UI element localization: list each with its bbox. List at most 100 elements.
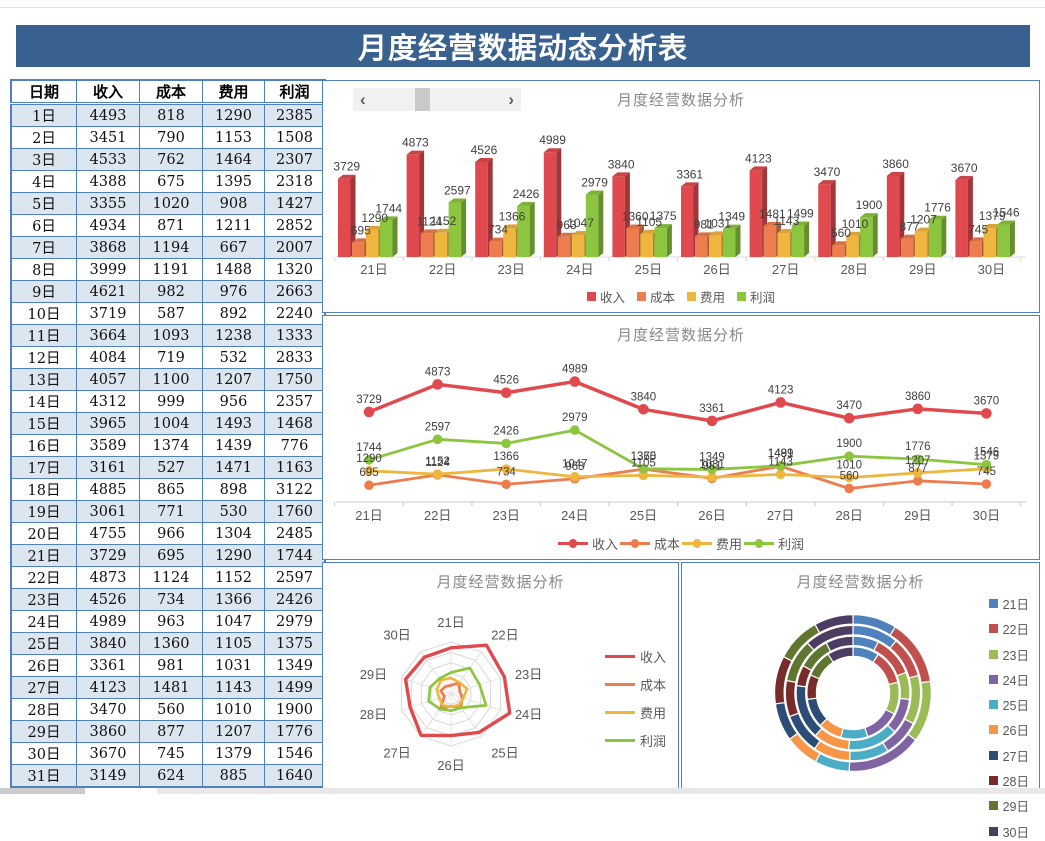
- table-day-cell[interactable]: 9日: [10, 280, 77, 303]
- table-value-cell[interactable]: 1471: [202, 456, 265, 479]
- table-value-cell[interactable]: 1395: [202, 170, 265, 193]
- table-value-cell[interactable]: 908: [202, 192, 265, 215]
- table-value-cell[interactable]: 776: [264, 434, 326, 457]
- table-value-cell[interactable]: 1499: [264, 676, 326, 699]
- table-value-cell[interactable]: 1488: [202, 258, 265, 281]
- table-value-cell[interactable]: 1493: [202, 412, 265, 435]
- table-value-cell[interactable]: 4057: [76, 368, 140, 391]
- legend-item-利润[interactable]: 利润: [737, 287, 775, 306]
- scrollbar-left-arrow-icon[interactable]: ‹: [360, 89, 366, 109]
- table-value-cell[interactable]: 2426: [264, 588, 326, 611]
- table-value-cell[interactable]: 981: [139, 654, 203, 677]
- table-value-cell[interactable]: 3860: [76, 720, 140, 743]
- legend-item-收入[interactable]: 收入: [557, 534, 618, 553]
- legend-item-21日[interactable]: 21日: [988, 594, 1029, 613]
- table-value-cell[interactable]: 1100: [139, 368, 203, 391]
- table-value-cell[interactable]: 2485: [264, 522, 326, 545]
- scrollbar-thumb[interactable]: [415, 88, 430, 111]
- table-value-cell[interactable]: 3719: [76, 302, 140, 325]
- table-value-cell[interactable]: 2979: [264, 610, 326, 633]
- legend-item-费用[interactable]: 费用: [687, 287, 725, 306]
- column-header-profit[interactable]: 利润: [264, 79, 326, 105]
- table-value-cell[interactable]: 3451: [76, 126, 140, 149]
- table-value-cell[interactable]: 1211: [202, 214, 265, 237]
- line-series-收入[interactable]: [363, 376, 992, 427]
- table-day-cell[interactable]: 15日: [10, 412, 77, 435]
- legend-item-费用[interactable]: 费用: [682, 534, 742, 553]
- table-value-cell[interactable]: 976: [202, 280, 265, 303]
- table-value-cell[interactable]: 1004: [139, 412, 203, 435]
- table-value-cell[interactable]: 1900: [264, 698, 326, 721]
- table-day-cell[interactable]: 14日: [10, 390, 77, 413]
- table-value-cell[interactable]: 885: [202, 764, 265, 788]
- table-value-cell[interactable]: 3470: [76, 698, 140, 721]
- table-value-cell[interactable]: 1191: [139, 258, 203, 281]
- table-day-cell[interactable]: 17日: [10, 456, 77, 479]
- table-value-cell[interactable]: 2597: [264, 566, 326, 589]
- legend-item-收入[interactable]: 收入: [586, 287, 625, 306]
- table-day-cell[interactable]: 6日: [10, 214, 77, 237]
- table-value-cell[interactable]: 1207: [202, 368, 265, 391]
- table-value-cell[interactable]: 2385: [264, 103, 326, 127]
- table-day-cell[interactable]: 22日: [10, 566, 77, 589]
- table-value-cell[interactable]: 4621: [76, 280, 140, 303]
- table-value-cell[interactable]: 1238: [202, 324, 265, 347]
- table-value-cell[interactable]: 1776: [264, 720, 326, 743]
- table-day-cell[interactable]: 7日: [10, 236, 77, 259]
- table-value-cell[interactable]: 3361: [76, 654, 140, 677]
- table-value-cell[interactable]: 745: [139, 742, 203, 765]
- table-value-cell[interactable]: 2007: [264, 236, 326, 259]
- table-day-cell[interactable]: 27日: [10, 676, 77, 699]
- table-value-cell[interactable]: 1427: [264, 192, 326, 215]
- table-value-cell[interactable]: 1143: [202, 676, 265, 699]
- table-value-cell[interactable]: 1439: [202, 434, 265, 457]
- legend-item-26日[interactable]: 26日: [988, 720, 1029, 739]
- table-value-cell[interactable]: 771: [139, 500, 203, 523]
- table-value-cell[interactable]: 982: [139, 280, 203, 303]
- table-day-cell[interactable]: 28日: [10, 698, 77, 721]
- table-value-cell[interactable]: 2318: [264, 170, 326, 193]
- table-value-cell[interactable]: 892: [202, 302, 265, 325]
- table-value-cell[interactable]: 532: [202, 346, 265, 369]
- table-value-cell[interactable]: 3840: [76, 632, 140, 655]
- table-day-cell[interactable]: 4日: [10, 170, 77, 193]
- table-value-cell[interactable]: 3161: [76, 456, 140, 479]
- legend-item-利润[interactable]: 利润: [604, 731, 666, 750]
- legend-item-25日[interactable]: 25日: [988, 695, 1029, 714]
- table-value-cell[interactable]: 1010: [202, 698, 265, 721]
- table-value-cell[interactable]: 1207: [202, 720, 265, 743]
- column-header-income[interactable]: 收入: [76, 79, 140, 105]
- table-value-cell[interactable]: 1360: [139, 632, 203, 655]
- table-day-cell[interactable]: 18日: [10, 478, 77, 501]
- table-value-cell[interactable]: 4493: [76, 103, 140, 127]
- donut-ring-成本[interactable]: [795, 635, 911, 751]
- table-value-cell[interactable]: 1320: [264, 258, 326, 281]
- table-value-cell[interactable]: 1163: [264, 456, 326, 479]
- table-value-cell[interactable]: 1374: [139, 434, 203, 457]
- table-value-cell[interactable]: 587: [139, 302, 203, 325]
- table-value-cell[interactable]: 1375: [264, 632, 326, 655]
- donut-chart[interactable]: [682, 563, 1038, 790]
- table-value-cell[interactable]: 790: [139, 126, 203, 149]
- table-value-cell[interactable]: 530: [202, 500, 265, 523]
- table-value-cell[interactable]: 2663: [264, 280, 326, 303]
- table-value-cell[interactable]: 1047: [202, 610, 265, 633]
- table-day-cell[interactable]: 16日: [10, 434, 77, 457]
- radar-series-利润[interactable]: [427, 666, 488, 713]
- table-value-cell[interactable]: 719: [139, 346, 203, 369]
- legend-item-费用[interactable]: 费用: [604, 703, 666, 722]
- table-value-cell[interactable]: 4312: [76, 390, 140, 413]
- table-day-cell[interactable]: 25日: [10, 632, 77, 655]
- table-value-cell[interactable]: 527: [139, 456, 203, 479]
- bar-series-利润[interactable]: [380, 190, 1015, 257]
- legend-item-利润[interactable]: 利润: [744, 534, 804, 553]
- table-day-cell[interactable]: 10日: [10, 302, 77, 325]
- chart-scrollbar[interactable]: ‹ ›: [353, 88, 521, 111]
- table-value-cell[interactable]: 1093: [139, 324, 203, 347]
- table-value-cell[interactable]: 3149: [76, 764, 140, 788]
- legend-item-23日[interactable]: 23日: [988, 645, 1029, 664]
- table-value-cell[interactable]: 734: [139, 588, 203, 611]
- table-value-cell[interactable]: 1153: [202, 126, 265, 149]
- table-day-cell[interactable]: 19日: [10, 500, 77, 523]
- table-value-cell[interactable]: 1464: [202, 148, 265, 171]
